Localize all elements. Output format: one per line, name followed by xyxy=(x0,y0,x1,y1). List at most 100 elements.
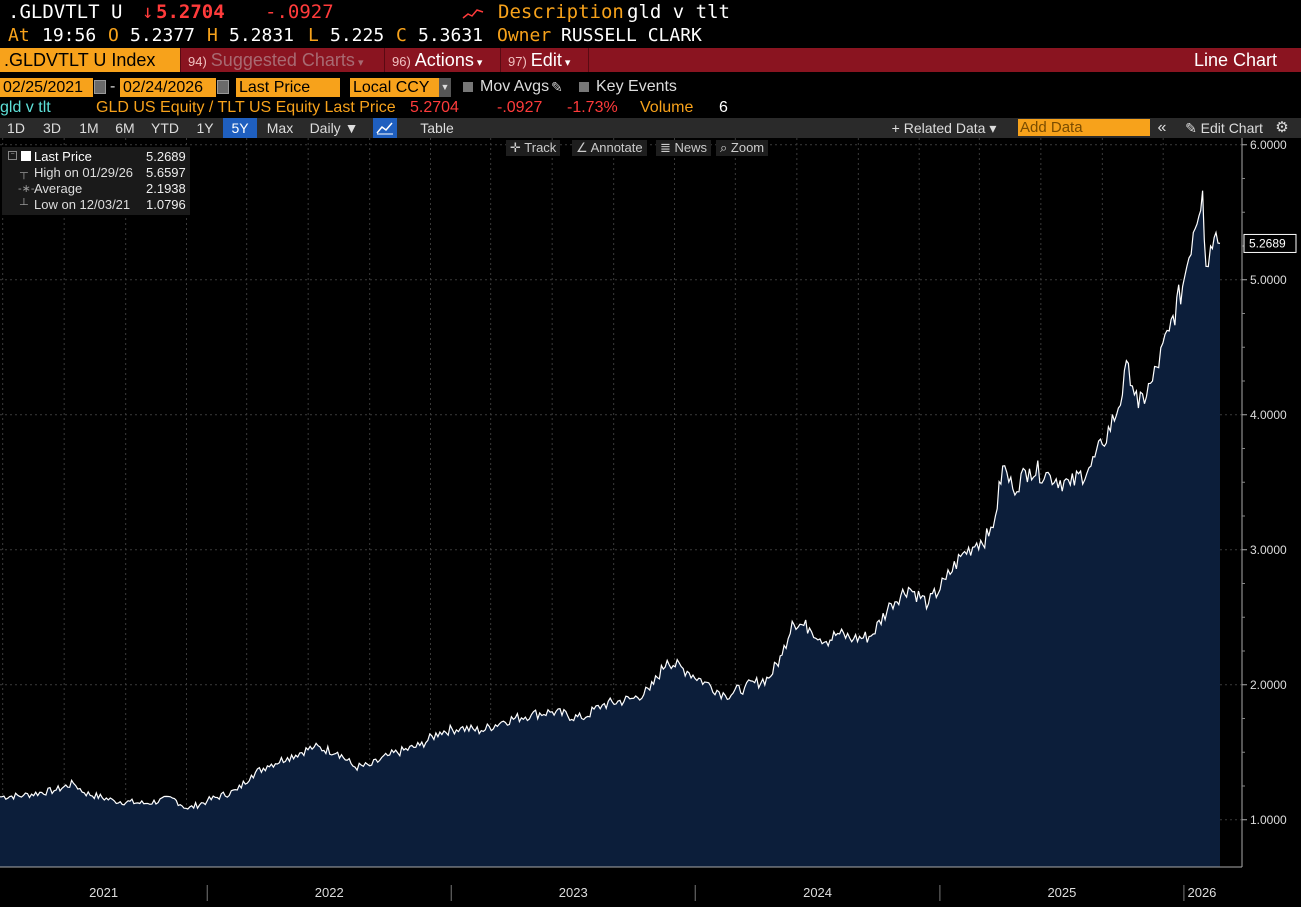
zoom-icon: ⌕ xyxy=(720,140,731,155)
gear-icon[interactable]: ⚙ xyxy=(1275,119,1289,136)
y-tick-label: 5.0000 xyxy=(1250,273,1287,287)
period-3d[interactable]: 3D xyxy=(43,120,61,136)
period-5y[interactable]: 5Y xyxy=(223,118,257,138)
annotate-button[interactable]: ∠ Annotate xyxy=(572,140,647,156)
stats-legend-box: − Last Price 5.2689 ┬ High on 01/29/26 5… xyxy=(2,147,190,215)
zoom-button[interactable]: ⌕ Zoom xyxy=(716,140,769,156)
chevron-down-icon[interactable]: ▼ xyxy=(439,78,451,97)
price-field-select[interactable]: Last Price xyxy=(236,78,340,97)
period-max[interactable]: Max xyxy=(266,120,294,136)
down-arrow-icon: ↓ xyxy=(142,1,154,23)
mov-avgs-checkbox[interactable] xyxy=(463,82,473,92)
chart-toolbar: 1D 3D 1M 6M YTD 1Y 5Y Max Daily ▼ Table … xyxy=(0,118,1301,138)
owner-value: RUSSELL CLARK xyxy=(561,25,702,46)
zoom-label: Zoom xyxy=(730,140,765,155)
quote-time: 19:56 xyxy=(42,25,97,46)
price-area xyxy=(0,190,1220,867)
period-6m[interactable]: 6M xyxy=(115,120,135,136)
series-pct-change: -1.73% xyxy=(567,99,618,116)
last-value-box xyxy=(1243,233,1297,253)
line-swatch-icon xyxy=(21,151,31,161)
mov-avgs-label: Mov Avgs xyxy=(480,78,550,95)
low-value: 1.0796 xyxy=(146,197,186,212)
table-button[interactable]: Table xyxy=(420,120,454,136)
series-name: gld v tlt xyxy=(0,99,51,116)
series-security: GLD US Equity / TLT US Equity Last Price xyxy=(96,99,396,116)
start-date-field[interactable]: 02/25/2021 xyxy=(0,78,93,97)
sparkline-icon xyxy=(462,9,484,19)
collapse-icon[interactable]: « xyxy=(1157,119,1167,136)
calendar-icon[interactable] xyxy=(94,80,106,94)
edit-num: 97) xyxy=(508,54,527,69)
actions-label: Actions xyxy=(414,50,474,70)
related-data-menu[interactable]: + Related Data ▾ xyxy=(891,120,997,136)
high-value: 5.6597 xyxy=(146,165,186,180)
close-label: C xyxy=(396,25,407,46)
x-tick-label: 2021 xyxy=(89,885,118,900)
y-axis: 1.0000 2.0000 3.0000 4.0000 5.0000 6.0000 xyxy=(1241,138,1287,867)
y-tick-label: 6.0000 xyxy=(1250,138,1287,152)
x-tick-label: 2024 xyxy=(803,885,832,900)
edit-label: Edit xyxy=(530,50,562,70)
line-chart-icon[interactable] xyxy=(373,118,397,138)
pencil-icon[interactable]: ✎ xyxy=(551,79,563,95)
low-label: L xyxy=(308,25,319,46)
suggested-num: 94) xyxy=(188,54,207,69)
suggested-charts-menu[interactable]: 94) Suggested Charts ▾ xyxy=(188,50,364,70)
y-tick-label: 4.0000 xyxy=(1250,408,1287,422)
low-value: 5.225 xyxy=(330,25,385,46)
low-marker-icon: ┴ xyxy=(20,199,28,211)
key-events-label: Key Events xyxy=(596,78,677,95)
y-tick-label: 2.0000 xyxy=(1250,678,1287,692)
x-tick-label: 2022 xyxy=(315,885,344,900)
collapse-legend-icon[interactable]: − xyxy=(8,151,17,160)
high-label: H xyxy=(207,25,218,46)
y-tick-label: 1.0000 xyxy=(1250,813,1287,827)
currency-select[interactable]: Local CCY xyxy=(350,78,439,97)
menu-bar: .GLDVTLT U Index 94) Suggested Charts ▾ 9… xyxy=(0,48,1301,72)
average-value: 2.1938 xyxy=(146,181,186,196)
chart-type-label[interactable]: Line Chart xyxy=(1194,50,1278,70)
period-1d[interactable]: 1D xyxy=(7,120,25,136)
high-label: High on 01/29/26 xyxy=(34,165,134,180)
x-axis: 2021 2022 2023 2024 2025 2026 xyxy=(0,866,1242,901)
news-button[interactable]: ≣ News xyxy=(656,140,712,156)
high-value: 5.2831 xyxy=(229,25,295,46)
x-tick-label: 2025 xyxy=(1047,885,1076,900)
period-1m[interactable]: 1M xyxy=(79,120,99,136)
add-data-input[interactable]: Add Data xyxy=(1018,119,1150,136)
low-label: Low on 12/03/21 xyxy=(34,197,131,212)
key-events-checkbox[interactable] xyxy=(579,82,589,92)
last-price-label: Last Price xyxy=(34,149,92,164)
x-tick-label: 2026 xyxy=(1187,885,1216,900)
news-icon: ≣ xyxy=(660,140,675,155)
actions-menu[interactable]: 96) Actions ▾ xyxy=(392,50,483,70)
edit-chart-button[interactable]: ✎ Edit Chart xyxy=(1185,120,1263,136)
average-label: Average xyxy=(34,181,83,196)
y-tick-label: 3.0000 xyxy=(1250,543,1287,557)
high-marker-icon: ┬ xyxy=(20,167,28,179)
date-range-dash: - xyxy=(110,78,116,95)
description-value: gld v tlt xyxy=(627,1,730,23)
description-label: Description xyxy=(498,1,624,23)
track-label: Track xyxy=(524,140,557,155)
calendar-icon[interactable] xyxy=(217,80,229,94)
crosshair-icon: ✛ xyxy=(510,140,525,155)
last-price: 5.2704 xyxy=(156,1,225,23)
price-chart[interactable]: 1.0000 2.0000 3.0000 4.0000 5.0000 6.0000 202… xyxy=(0,138,1301,907)
frequency-select[interactable]: Daily ▼ xyxy=(309,120,359,136)
period-1y[interactable]: 1Y xyxy=(196,120,214,136)
last-value-text: 5.2689 xyxy=(1249,236,1286,250)
period-ytd[interactable]: YTD xyxy=(151,120,179,136)
open-label: O xyxy=(108,25,119,46)
average-marker-icon: -∗- xyxy=(18,183,35,195)
edit-menu[interactable]: 97) Edit ▾ xyxy=(508,50,571,70)
last-price-value: 5.2689 xyxy=(146,149,186,164)
series-last: 5.2704 xyxy=(410,99,459,116)
ticker: .GLDVTLT U xyxy=(8,1,123,23)
end-date-field[interactable]: 02/24/2026 xyxy=(120,78,216,97)
owner-label: Owner xyxy=(497,25,552,46)
last-value-label: 5.2689 xyxy=(1243,233,1297,253)
track-button[interactable]: ✛ Track xyxy=(506,140,561,156)
security-index-tab[interactable]: .GLDVTLT U Index xyxy=(0,48,180,72)
